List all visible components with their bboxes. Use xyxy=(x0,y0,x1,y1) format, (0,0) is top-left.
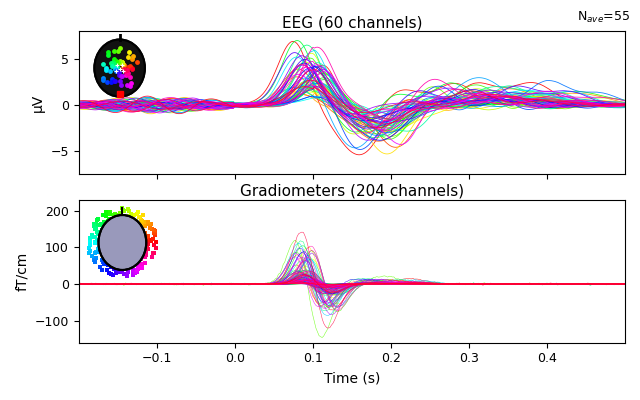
X-axis label: Time (s): Time (s) xyxy=(324,371,380,385)
Title: EEG (60 channels): EEG (60 channels) xyxy=(282,15,422,30)
Text: N$_{ave}$=55: N$_{ave}$=55 xyxy=(577,10,630,25)
Y-axis label: fT/cm: fT/cm xyxy=(15,252,29,291)
Y-axis label: μV: μV xyxy=(31,94,45,112)
Title: Gradiometers (204 channels): Gradiometers (204 channels) xyxy=(240,183,464,198)
